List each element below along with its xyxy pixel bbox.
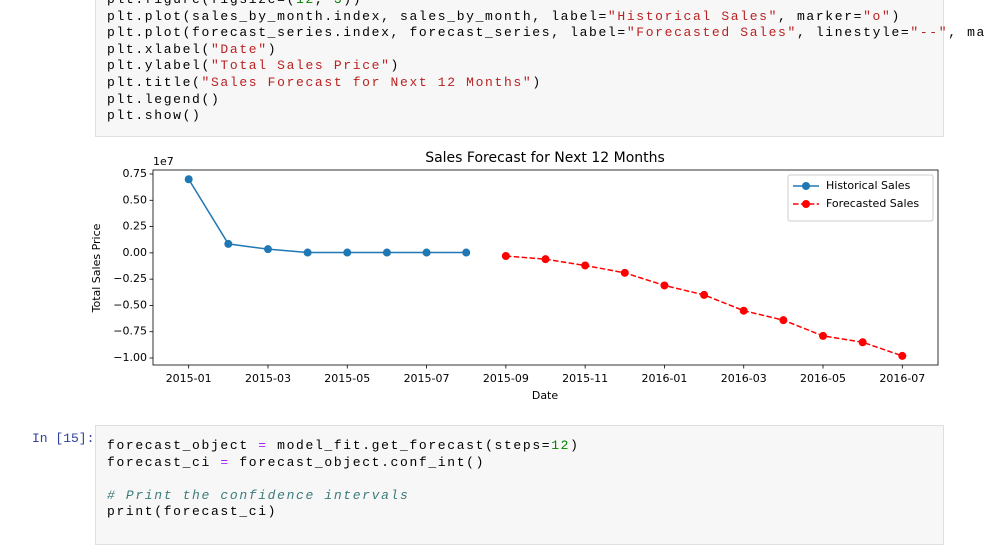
- code: plt.figure(figsize=(12, 3))plt.plot(sale…: [107, 0, 984, 125]
- offset-text: 1e7: [153, 155, 174, 168]
- y-axis-label: Total Sales Price: [90, 223, 103, 313]
- code-line: plt.legend(): [107, 91, 221, 107]
- code-line: # Print the confidence intervals: [107, 487, 410, 503]
- code: forecast_object = model_fit.get_forecast…: [107, 438, 580, 521]
- data-point: [779, 316, 788, 325]
- x-tick-label: 2016-01: [641, 372, 687, 385]
- data-point: [501, 252, 510, 261]
- code-block: plt.figure(figsize=(12, 3))plt.plot(sale…: [107, 0, 984, 125]
- code-line: plt.plot(sales_by_month.index, sales_by_…: [107, 8, 901, 24]
- code-line: plt.figure(figsize=(12, 3)): [107, 0, 984, 9]
- legend-box: [787, 174, 934, 222]
- y-tick-label: 0.50: [123, 193, 148, 206]
- y-tick-label: 0.75: [123, 167, 148, 180]
- y-tick-label: 0.25: [123, 220, 148, 233]
- x-tick-label: 2015-11: [562, 372, 608, 385]
- y-tick-label: −0.75: [113, 325, 147, 338]
- legend-label: Historical Sales: [826, 179, 911, 192]
- code-line: plt.xlabel("Date"): [107, 41, 278, 57]
- x-tick-label: 2015-09: [483, 372, 529, 385]
- series-line: [188, 178, 467, 254]
- x-tick-label: 2016-05: [800, 372, 846, 385]
- x-tick-label: 2015-03: [245, 372, 291, 385]
- data-point: [382, 248, 391, 257]
- x-tick-label: 2016-07: [879, 372, 925, 385]
- data-point: [422, 248, 431, 257]
- data-point: [660, 281, 669, 290]
- data-point: [263, 245, 272, 254]
- chart-title: Sales Forecast for Next 12 Months: [425, 150, 665, 166]
- data-point: [620, 268, 629, 277]
- x-tick-label: 2015-05: [324, 372, 370, 385]
- code-line: forecast_ci = forecast_object.conf_int(): [107, 454, 486, 470]
- data-point: [898, 351, 907, 360]
- y-tick-label: −0.50: [113, 298, 147, 311]
- data-point: [303, 248, 312, 257]
- x-tick-label: 2016-03: [721, 372, 767, 385]
- legend-marker: [802, 200, 810, 208]
- data-point: [858, 338, 867, 347]
- code-line: plt.plot(forecast_series.index, forecast…: [107, 25, 984, 41]
- data-point: [739, 306, 748, 315]
- code-line: print(forecast_ci): [107, 504, 278, 520]
- data-point: [224, 239, 233, 248]
- code-line: plt.show(): [107, 108, 202, 124]
- legend: Historical Sales Forecasted Sales: [787, 174, 934, 222]
- code-cell: forecast_object = model_fit.get_forecast…: [95, 425, 944, 545]
- data-point: [184, 175, 193, 184]
- chart: Sales Forecast for Next 12 Months Date T…: [90, 150, 939, 402]
- code-line: plt.ylabel("Total Sales Price"): [107, 58, 400, 74]
- code-block: forecast_object = model_fit.get_forecast…: [107, 438, 580, 471]
- code-line: plt.title("Sales Forecast for Next 12 Mo…: [107, 74, 542, 90]
- y-tick-label: −1.00: [113, 351, 147, 364]
- legend-label: Forecasted Sales: [826, 197, 919, 210]
- data-point: [343, 248, 352, 257]
- x-tick-label: 2015-07: [404, 372, 450, 385]
- data-point: [462, 248, 471, 257]
- y-tick-label: 0.00: [123, 246, 148, 259]
- cell-prompt: In [15]:: [32, 431, 95, 446]
- data-point: [541, 255, 550, 264]
- x-tick-label: 2015-01: [166, 372, 212, 385]
- notebook: plt.figure(figsize=(12, 3))plt.plot(sale…: [32, 0, 984, 545]
- code-cell: plt.figure(figsize=(12, 3))plt.plot(sale…: [95, 0, 984, 137]
- data-point: [700, 290, 709, 299]
- y-tick-label: −0.25: [113, 272, 147, 285]
- code-line: forecast_object = model_fit.get_forecast…: [107, 438, 580, 453]
- plot-area: [152, 169, 939, 366]
- x-axis-label: Date: [532, 389, 559, 402]
- series-line: [505, 255, 903, 357]
- data-point: [819, 331, 828, 340]
- code-block: # Print the confidence intervals print(fo…: [107, 488, 580, 521]
- data-point: [581, 261, 590, 270]
- legend-marker: [802, 182, 810, 190]
